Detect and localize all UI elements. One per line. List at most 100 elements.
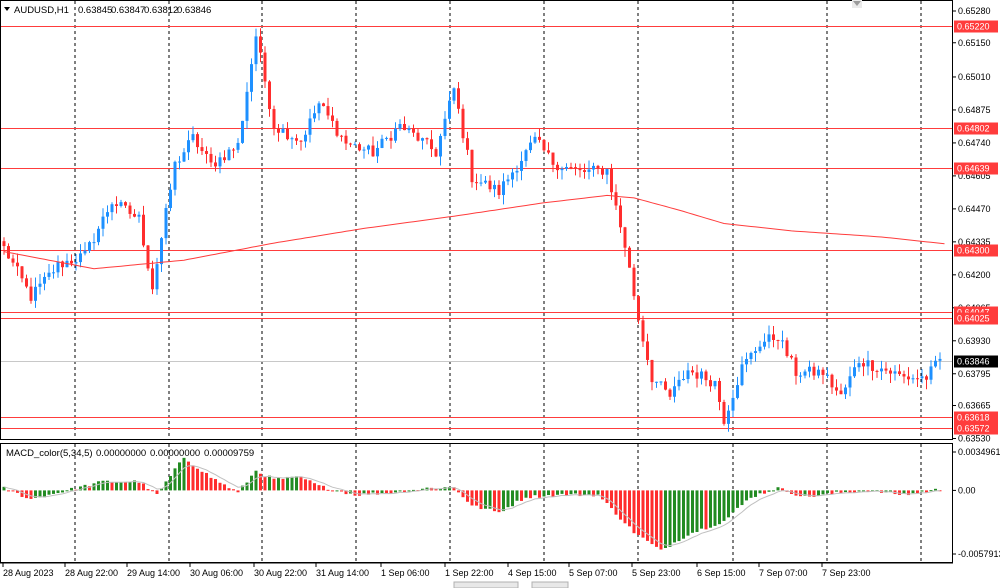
time-scale[interactable]: 28 Aug 2023 28 Aug 22:00 29 Aug 14:00 30 Au…	[0, 562, 953, 588]
macd-bar	[727, 490, 730, 518]
macd-tick-label: -0.0057913	[958, 549, 1000, 559]
macd-bar	[187, 461, 190, 491]
macd-bar	[47, 490, 51, 495]
macd-bar	[520, 490, 523, 501]
macd-signal-line	[3, 465, 941, 547]
candle-body	[110, 204, 114, 213]
chart-collapse-button[interactable]	[852, 0, 862, 8]
candle	[826, 367, 829, 379]
candle	[358, 142, 361, 152]
macd-bar	[218, 482, 222, 491]
macd-bar	[371, 490, 375, 493]
candle-body	[911, 378, 915, 380]
macd-bar	[281, 478, 285, 491]
candle-body	[74, 262, 78, 264]
macd-histogram	[2, 457, 942, 550]
macd-bar	[196, 468, 199, 491]
macd-bar	[731, 490, 735, 513]
candle-body	[475, 182, 478, 184]
candle-body	[632, 267, 636, 297]
candle-body	[385, 137, 388, 139]
candle	[344, 130, 348, 150]
macd-bar	[610, 490, 613, 509]
candle-body	[880, 368, 883, 372]
candle-body	[578, 168, 582, 171]
macd-value-2: 0.00000000	[150, 448, 200, 459]
macd-bar	[556, 490, 559, 495]
candle	[259, 28, 262, 63]
candle-body	[884, 368, 888, 371]
macd-bar	[799, 490, 802, 497]
candle	[241, 120, 244, 144]
candle	[898, 364, 901, 377]
level-price-tag-label: 0.65220	[957, 22, 990, 32]
candle	[785, 337, 789, 358]
macd-bar	[745, 490, 748, 501]
macd-bar	[200, 471, 204, 491]
candle	[232, 147, 235, 159]
candle	[794, 354, 798, 385]
candle	[322, 102, 325, 107]
macd-bar	[664, 490, 667, 548]
candle-body	[781, 340, 784, 342]
macd-bar	[803, 490, 807, 496]
horizontal-levels[interactable]	[1, 26, 952, 429]
macd-bar	[286, 476, 289, 491]
candle	[592, 162, 595, 177]
candle	[218, 152, 222, 174]
candle	[425, 137, 429, 145]
candle-body	[133, 213, 136, 217]
macd-bar	[254, 470, 258, 491]
candle	[164, 203, 168, 245]
candle	[556, 161, 559, 179]
macd-value-3: 0.00009759	[204, 448, 254, 459]
open-value: 0.63845	[78, 5, 112, 16]
candle-body	[727, 410, 730, 424]
candle	[880, 360, 883, 380]
macd-bar	[718, 490, 721, 525]
candle-body	[713, 380, 717, 387]
macd-bar	[916, 490, 919, 494]
macd-bar	[308, 480, 312, 491]
macd-bar	[646, 490, 649, 541]
macd-bar	[722, 490, 726, 521]
dropdown-triangle-icon[interactable]	[4, 7, 10, 11]
macd-bar	[862, 490, 865, 492]
candle-body	[907, 376, 910, 380]
candle-body	[812, 366, 816, 376]
candle	[106, 205, 109, 224]
candle	[272, 105, 276, 136]
candle	[862, 358, 865, 377]
candle-body	[673, 386, 676, 397]
price-scale[interactable]: 0.65280 0.65150 0.65010 0.64875 0.64740 0.646…	[952, 6, 991, 444]
candle-body	[322, 103, 325, 107]
candle-body	[610, 168, 613, 193]
candle	[124, 201, 127, 208]
candle-body	[331, 115, 334, 121]
time-tick-label: 7 Sep 07:00	[759, 568, 808, 578]
candle-body	[187, 140, 190, 153]
macd-bar	[736, 490, 739, 508]
candle-body	[601, 168, 604, 175]
main-chart-frame[interactable]	[0, 0, 953, 440]
candle-body	[763, 341, 766, 347]
candle-body	[596, 165, 600, 169]
candle-body	[169, 189, 172, 208]
candle	[763, 333, 766, 350]
candle	[470, 149, 474, 188]
candle-body	[776, 340, 780, 342]
candle	[781, 330, 784, 349]
candle-body	[263, 52, 267, 82]
level-price-tag-label: 0.64639	[957, 164, 990, 174]
candle-body	[196, 134, 199, 148]
candle	[97, 226, 100, 246]
candle-body	[241, 120, 244, 143]
macd-bar	[583, 490, 586, 495]
candle	[772, 326, 775, 348]
macd-bar	[466, 490, 469, 502]
candle-body	[709, 380, 712, 387]
macd-bar	[884, 490, 888, 493]
macd-bar	[767, 490, 771, 492]
candle	[461, 104, 465, 143]
